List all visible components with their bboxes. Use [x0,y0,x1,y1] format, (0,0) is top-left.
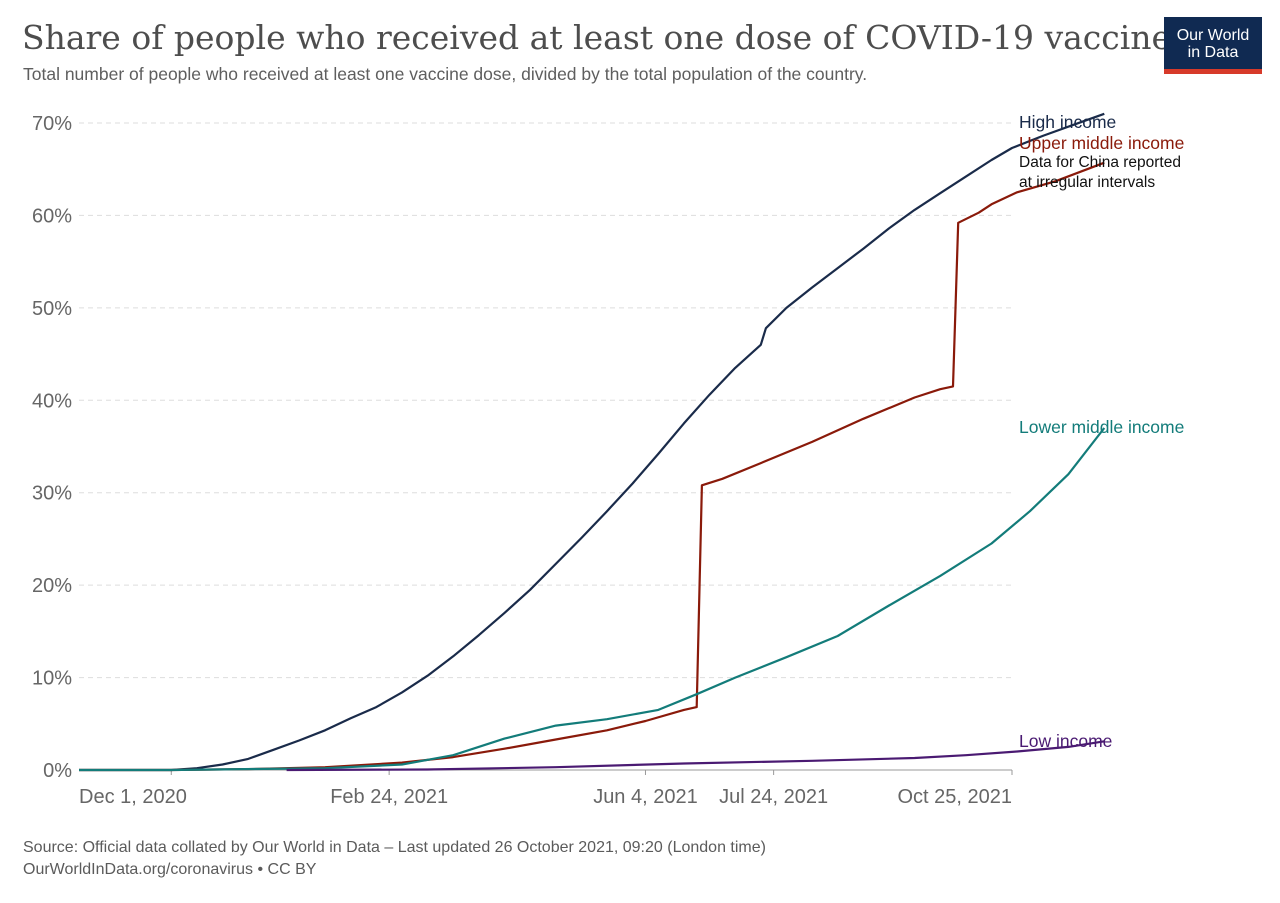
x-tick-label: Feb 24, 2021 [330,786,448,808]
x-tick-label: Jun 4, 2021 [593,786,698,808]
x-tick-label: Oct 25, 2021 [897,786,1012,808]
owid-logo[interactable]: Our World in Data [1164,17,1262,74]
footer-source: Source: Official data collated by Our Wo… [23,839,766,856]
annotation-line: at irregular intervals [1019,174,1155,191]
series-line-lower-middle-income [79,427,1106,772]
series-label: Low income [1019,731,1112,751]
y-tick-label: 20% [32,575,72,597]
series-line-upper-middle-income [79,161,1105,772]
footer-link[interactable]: OurWorldInData.org/coronavirus • CC BY [23,861,317,878]
series-lines [79,112,1106,772]
chart-subtitle: Total number of people who received at l… [23,64,868,84]
series-label: Lower middle income [1019,417,1184,437]
series-line-low-income [286,740,1105,772]
logo-line-2: in Data [1187,44,1239,61]
logo-line-1: Our World [1176,27,1250,44]
y-tick-label: 60% [32,205,72,227]
annotation-line: Data for China reported [1019,154,1181,171]
series-label: High income [1019,112,1116,132]
y-tick-label: 0% [43,760,72,782]
series-line-high-income [79,112,1105,772]
chart-title: Share of people who received at least on… [22,18,1172,57]
y-tick-label: 50% [32,298,72,320]
x-tick-label: Dec 1, 2020 [79,786,187,808]
x-axis: Dec 1, 2020 Feb 24, 2021 Jun 4, 2021 Jul 24… [79,769,1013,808]
y-tick-label: 70% [32,113,72,135]
gridlines [79,122,1012,679]
y-tick-label: 30% [32,483,72,505]
series-label: Upper middle income [1019,133,1184,153]
y-axis-ticks: 0% 10% 20% 30% 40% 50% 60% 70% [32,113,72,782]
y-tick-label: 10% [32,668,72,690]
x-tick-label: Jul 24, 2021 [719,786,828,808]
y-tick-label: 40% [32,390,72,412]
